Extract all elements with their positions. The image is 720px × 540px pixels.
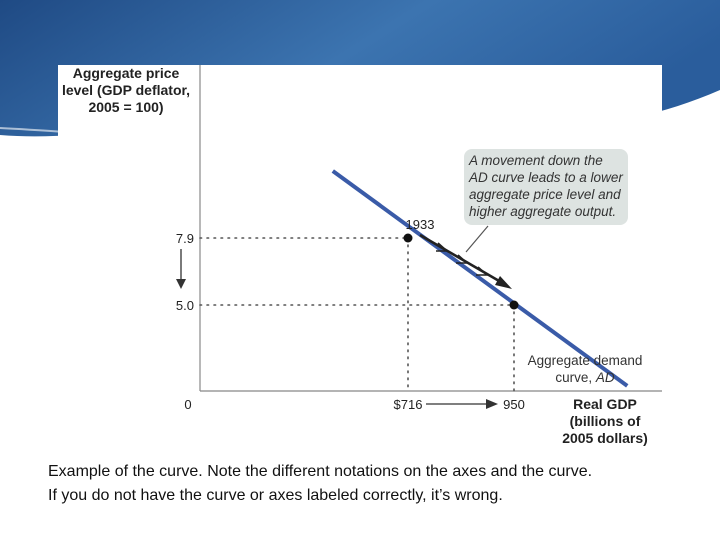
x-axis-label: Real GDP (billions of 2005 dollars) <box>550 396 660 447</box>
annotation-line: A movement down the <box>469 153 603 168</box>
slide-caption: Example of the curve. Note the different… <box>48 460 688 508</box>
chart-figure: 7.9 $716 1933 5.0 950 0 Aggregate price leve… <box>58 65 662 457</box>
y-axis-label-line: level (GDP deflator, <box>61 82 191 98</box>
x-axis-label-line: Real GDP <box>573 396 637 412</box>
curve-label-symbol: AD <box>595 370 615 385</box>
movement-chevron-2 <box>456 254 470 264</box>
x-tick-label: $716 <box>394 397 423 412</box>
y-movement-arrowhead <box>176 279 186 289</box>
y-axis-label-line: Aggregate price <box>72 65 180 81</box>
data-point <box>403 233 413 243</box>
x-tick-label: 950 <box>503 397 525 412</box>
callout-pointer <box>465 225 489 253</box>
x-axis-label-line: 2005 dollars) <box>562 430 648 446</box>
annotation-line: higher aggregate output. <box>469 204 617 219</box>
curve-label-prefix: curve, <box>555 370 596 385</box>
y-axis-label: Aggregate price level (GDP deflator, 200… <box>58 65 194 116</box>
origin-label: 0 <box>184 397 191 412</box>
annotation-line: AD curve leads to a lower <box>469 170 623 185</box>
annotation-callout: A movement down the AD curve leads to a … <box>464 149 628 225</box>
caption-line-2: If you do not have the curve or axes lab… <box>48 487 503 504</box>
point-label: 1933 <box>406 217 435 232</box>
y-tick-label: 7.9 <box>176 231 194 246</box>
curve-label: Aggregate demand curve, AD <box>510 352 660 386</box>
curve-label-line1: Aggregate demand <box>527 353 643 368</box>
movement-chevron-1 <box>436 242 450 252</box>
annotation-line: aggregate price level and <box>469 187 621 202</box>
data-point <box>509 300 519 310</box>
movement-arrowhead <box>495 276 512 289</box>
y-axis-label-line: 2005 = 100) <box>88 99 164 115</box>
x-movement-arrowhead <box>486 399 498 409</box>
series-line-ad <box>331 169 629 388</box>
curve-label-line2: curve, AD <box>510 369 660 386</box>
chart-plot: 7.9 $716 1933 5.0 950 0 <box>176 65 662 412</box>
y-tick-label: 5.0 <box>176 298 194 313</box>
movement-chevron-3 <box>476 266 490 276</box>
caption-line-1: Example of the curve. Note the different… <box>48 463 593 480</box>
x-axis-label-line: (billions of <box>569 413 641 429</box>
